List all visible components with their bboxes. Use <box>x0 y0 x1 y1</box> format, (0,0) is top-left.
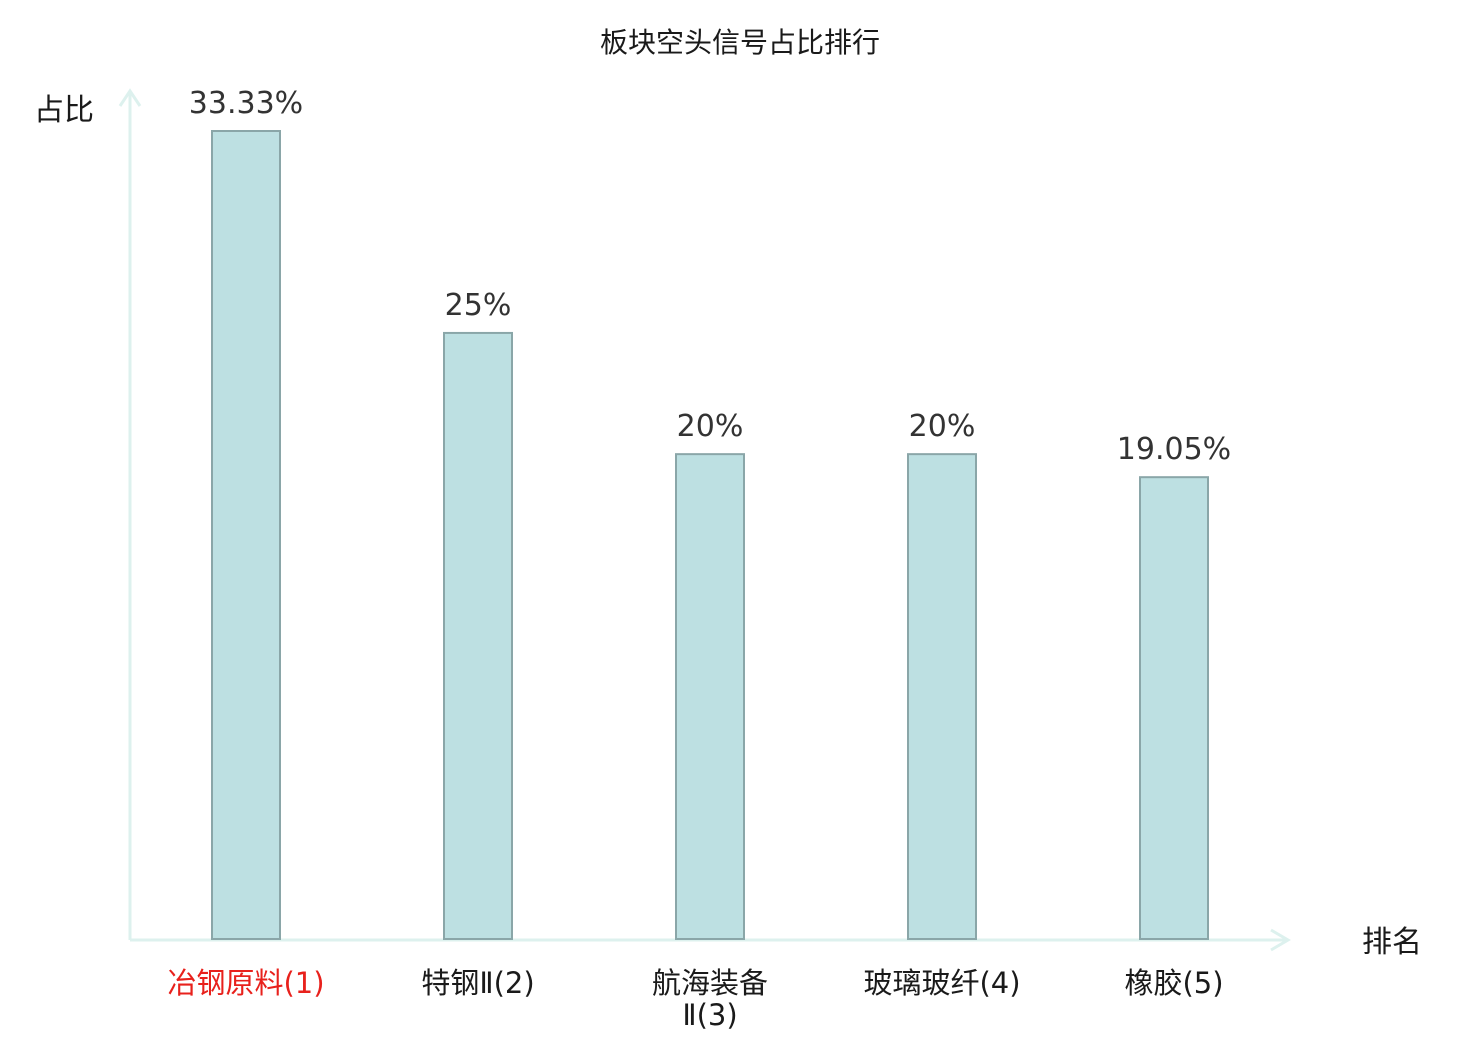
x-tick-label: 特钢Ⅱ(2) <box>421 966 534 1000</box>
bar-value-label: 33.33% <box>189 86 303 121</box>
bar <box>443 331 513 940</box>
bar-value-label: 25% <box>445 288 512 323</box>
bar <box>211 130 281 940</box>
x-axis-label: 排名 <box>1362 925 1422 960</box>
bar <box>1139 476 1209 940</box>
chart-title: 板块空头信号占比排行 <box>600 26 880 59</box>
y-axis-arrow-icon <box>118 88 142 107</box>
bar <box>675 453 745 940</box>
x-tick-label: 橡胶(5) <box>1124 966 1223 1000</box>
bar-value-label: 20% <box>909 409 976 444</box>
bars-group <box>211 130 1209 940</box>
x-tick-label: 航海装备 <box>652 966 768 1000</box>
bar <box>907 453 977 940</box>
bar-value-label: 19.05% <box>1117 432 1231 467</box>
x-tick-label: 冶钢原料(1) <box>167 966 324 1000</box>
bar-value-label: 20% <box>677 409 744 444</box>
value-labels-group: 33.33% 25% 20% 20% 19.05% <box>189 86 1231 467</box>
x-tick-label: 玻璃玻纤(4) <box>863 966 1020 1000</box>
y-axis-label: 占比 <box>34 93 94 128</box>
x-axis-arrow-icon <box>1270 928 1291 952</box>
x-tick-label: Ⅱ(3) <box>682 998 737 1032</box>
